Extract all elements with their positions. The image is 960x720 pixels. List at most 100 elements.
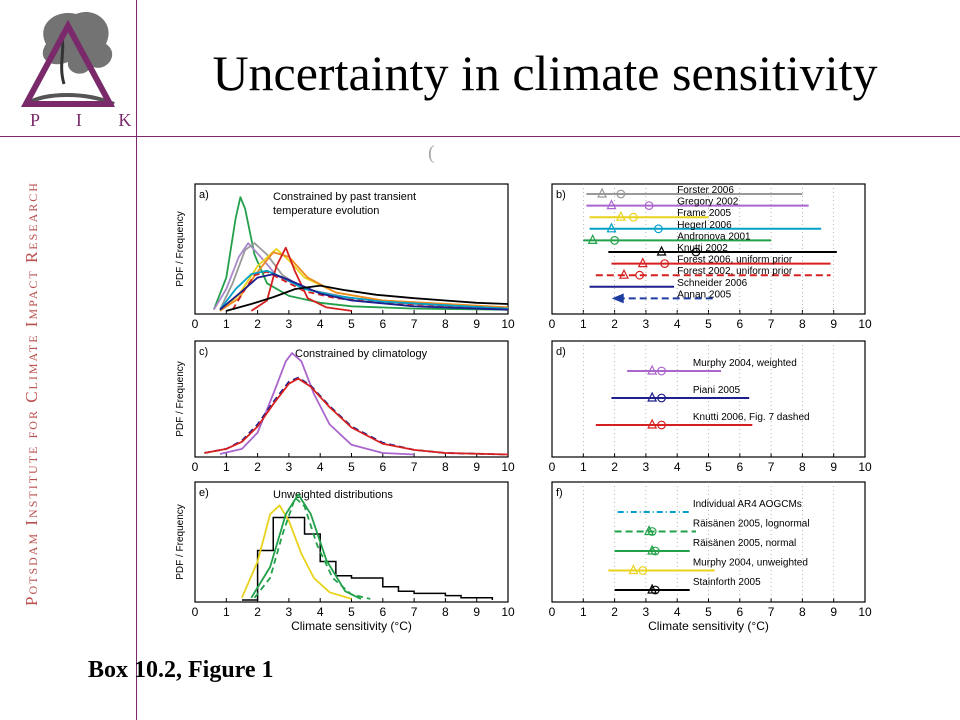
x-tick-label: 9 <box>473 317 480 331</box>
x-tick-label: 5 <box>705 460 712 474</box>
x-tick-label: 7 <box>411 605 418 619</box>
range-label: Individual AR4 AOGCMs <box>693 499 802 510</box>
panel-label: c) <box>199 346 208 358</box>
median-marker <box>616 189 626 199</box>
x-tick-label: 3 <box>286 317 293 331</box>
pdf-curve <box>219 273 509 311</box>
range-label: Stainforth 2005 <box>693 577 761 588</box>
x-tick-label: 10 <box>858 460 872 474</box>
x-tick-label: 1 <box>223 317 230 331</box>
x-tick-label: 2 <box>254 605 261 619</box>
x-tick-label: 8 <box>799 460 806 474</box>
x-tick-label: 2 <box>611 317 618 331</box>
x-tick-label: 8 <box>799 317 806 331</box>
x-tick-label: 1 <box>580 460 587 474</box>
x-axis-label: Climate sensitivity (°C) <box>648 619 769 633</box>
x-tick-label: 0 <box>192 605 199 619</box>
x-tick-label: 7 <box>411 460 418 474</box>
x-tick-label: 7 <box>768 605 775 619</box>
range-label: Schneider 2006 <box>677 278 747 289</box>
mode-marker <box>615 210 626 221</box>
x-tick-label: 9 <box>830 317 837 331</box>
pdf-curve <box>250 246 352 312</box>
pdf-curve <box>219 352 415 456</box>
panel-label: d) <box>556 346 566 358</box>
median-marker <box>635 270 645 280</box>
x-tick-label: 3 <box>643 605 650 619</box>
x-tick-label: 1 <box>223 460 230 474</box>
pik-letters: P I K <box>30 110 148 130</box>
institute-side-label: Potsdam Institute for Climate Impact Res… <box>22 181 41 606</box>
panel-annotation: Constrained by past transient <box>273 191 416 203</box>
median-marker <box>610 236 620 245</box>
range-label: Piani 2005 <box>693 385 741 396</box>
x-tick-label: 9 <box>473 605 480 619</box>
panel-annotation: Constrained by climatology <box>295 348 428 360</box>
x-tick-label: 8 <box>442 460 449 474</box>
horizontal-divider <box>0 136 960 137</box>
x-tick-label: 1 <box>223 605 230 619</box>
arrow-head <box>611 293 624 304</box>
y-axis-label: PDF / Frequency <box>175 504 186 580</box>
x-tick-label: 3 <box>643 460 650 474</box>
x-tick-label: 9 <box>830 605 837 619</box>
range-label: Knutti 2002 <box>677 243 728 254</box>
x-tick-label: 8 <box>442 605 449 619</box>
stray-mark: ( <box>428 142 435 164</box>
range-label: Räisänen 2005, normal <box>693 538 796 549</box>
x-tick-label: 7 <box>768 317 775 331</box>
median-marker <box>650 546 660 556</box>
mode-marker <box>637 257 648 268</box>
x-tick-label: 10 <box>501 605 515 619</box>
panel-label: f) <box>556 487 563 499</box>
mode-marker <box>628 564 639 575</box>
x-tick-label: 6 <box>736 460 743 474</box>
range-label: Andronova 2001 <box>677 231 751 242</box>
x-tick-label: 6 <box>736 317 743 331</box>
x-tick-label: 4 <box>317 605 324 619</box>
x-tick-label: 6 <box>379 460 386 474</box>
median-marker <box>650 585 660 595</box>
x-tick-label: 2 <box>254 317 261 331</box>
mode-marker <box>587 234 598 245</box>
range-label: Murphy 2004, unweighted <box>693 558 808 569</box>
x-tick-label: 0 <box>549 605 556 619</box>
panel-annotation: temperature evolution <box>273 205 379 217</box>
mode-marker <box>647 391 658 402</box>
range-label: Murphy 2004, weighted <box>693 358 797 369</box>
range-label: Knutti 2006, Fig. 7 dashed <box>693 412 810 423</box>
range-label: Frame 2005 <box>677 208 731 219</box>
range-label: Räisänen 2005, lognormal <box>693 519 810 530</box>
x-tick-label: 3 <box>643 317 650 331</box>
figure-caption: Box 10.2, Figure 1 <box>88 657 274 683</box>
x-tick-label: 5 <box>348 317 355 331</box>
mode-marker <box>597 187 608 198</box>
pdf-curve <box>241 504 352 600</box>
x-tick-label: 5 <box>348 460 355 474</box>
range-label: Hegerl 2006 <box>677 220 732 231</box>
x-tick-label: 9 <box>473 460 480 474</box>
mode-marker <box>619 268 629 279</box>
median-marker <box>647 527 657 536</box>
y-axis-label: PDF / Frequency <box>175 211 186 287</box>
x-tick-label: 2 <box>611 605 618 619</box>
median-marker <box>691 247 701 257</box>
pdf-curve <box>250 493 362 600</box>
x-tick-label: 6 <box>379 605 386 619</box>
median-marker <box>654 224 663 234</box>
x-tick-label: 10 <box>858 317 872 331</box>
range-label: Annan 2005 <box>677 289 731 300</box>
x-tick-label: 4 <box>674 317 681 331</box>
x-tick-label: 5 <box>705 317 712 331</box>
range-label: Forest 2002, uniform prior <box>677 266 793 277</box>
x-tick-label: 4 <box>674 605 681 619</box>
x-tick-label: 0 <box>549 317 556 331</box>
mode-marker <box>647 364 658 375</box>
range-label: Forest 2006, uniform prior <box>677 255 793 266</box>
x-tick-label: 1 <box>580 605 587 619</box>
median-marker <box>657 366 666 376</box>
panel-label: e) <box>199 487 209 499</box>
climate-sensitivity-figure: 0 1 2 3 4 5 6 7 8 9 10a)PDF / FrequencyConstrained… <box>175 183 872 633</box>
x-tick-label: 4 <box>674 460 681 474</box>
mode-marker <box>606 222 617 233</box>
